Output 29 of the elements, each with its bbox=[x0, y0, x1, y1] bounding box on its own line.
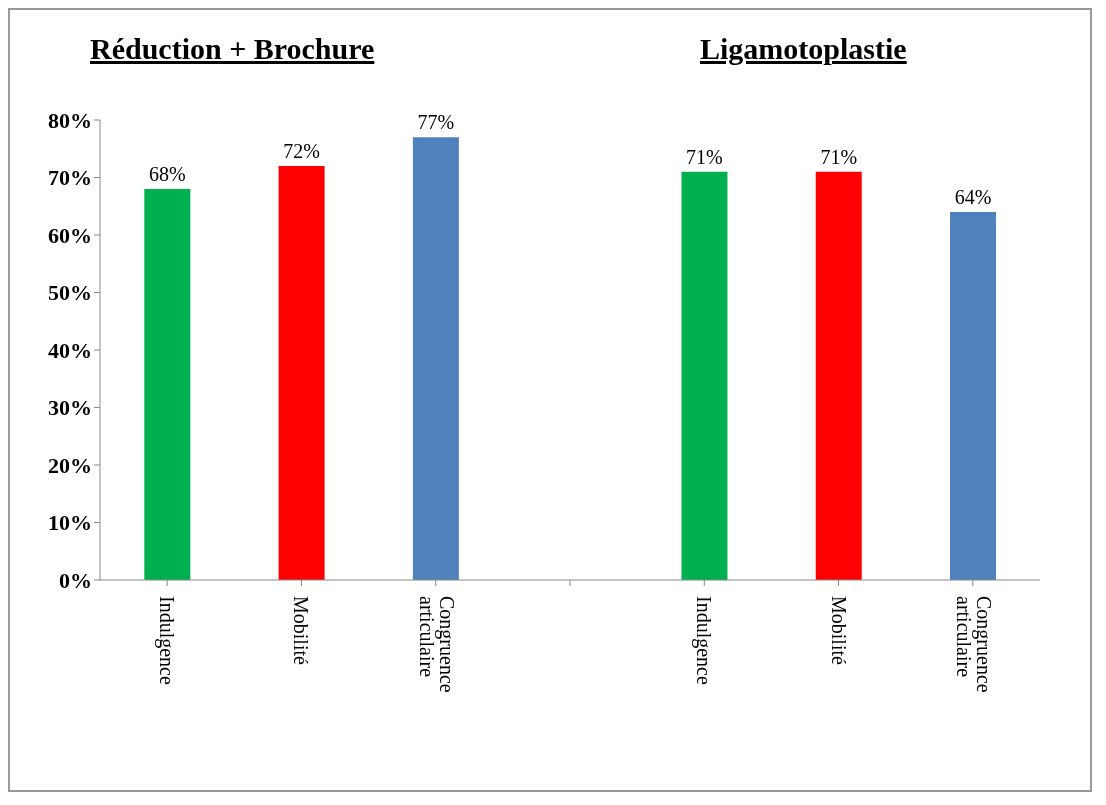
bar bbox=[950, 212, 997, 580]
x-tick-label: Indulgence bbox=[692, 596, 716, 685]
data-label: 64% bbox=[954, 186, 992, 208]
y-tick-label: 30% bbox=[48, 395, 92, 421]
x-tick-label: Congruence articulaire bbox=[952, 596, 995, 693]
y-tick-label: 70% bbox=[48, 165, 92, 191]
y-tick-label: 50% bbox=[48, 280, 92, 306]
x-tick-label: Mobilité bbox=[827, 596, 850, 666]
bar bbox=[278, 166, 325, 580]
group-heading: Ligamotoplastie bbox=[700, 32, 907, 66]
x-tick-label: Congruence articulaire bbox=[415, 596, 458, 693]
y-tick-label: 10% bbox=[48, 510, 92, 536]
x-tick-label: Mobilité bbox=[290, 596, 313, 666]
y-tick-label: 40% bbox=[48, 337, 92, 363]
bar bbox=[681, 171, 728, 580]
data-label: 68% bbox=[148, 163, 186, 185]
bar bbox=[815, 171, 862, 580]
data-label: 72% bbox=[283, 140, 320, 162]
y-tick-label: 80% bbox=[48, 107, 92, 133]
group-heading: Réduction + Brochure bbox=[90, 32, 375, 66]
data-label: 71% bbox=[820, 145, 858, 168]
data-label: 77% bbox=[417, 111, 455, 134]
y-tick-label: 0% bbox=[59, 567, 92, 593]
y-tick-label: 60% bbox=[48, 222, 92, 248]
x-tick-label: Indulgence bbox=[155, 596, 179, 685]
data-label: 71% bbox=[686, 145, 723, 168]
bar bbox=[144, 189, 191, 580]
y-tick-label: 20% bbox=[48, 452, 92, 478]
bar bbox=[412, 137, 459, 580]
